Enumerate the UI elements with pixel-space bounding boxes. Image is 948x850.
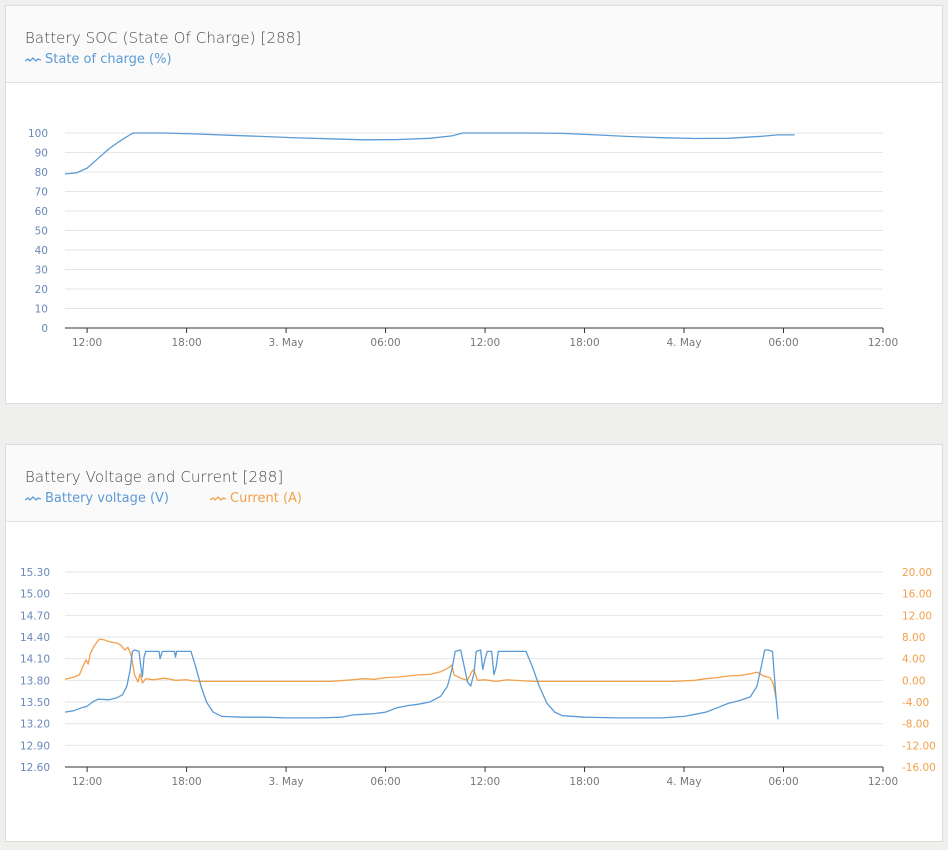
y-left-tick-label: 14.10 <box>20 654 50 666</box>
series-line-voltage <box>64 649 779 720</box>
voltage-current-chart: 15.30 15.00 14.70 14.40 14.10 13.80 13.50 13.20… <box>20 567 936 788</box>
x-tick-label: 06:00 <box>768 776 798 788</box>
x-tick-label: 18:00 <box>569 337 599 349</box>
y-right-tick-label: -12.00 <box>902 740 936 752</box>
y-left-tick-label: 12.60 <box>20 762 50 774</box>
y-right-tick-label: 20.00 <box>902 567 932 579</box>
x-tick-label: 3. May <box>269 776 304 788</box>
y-tick-label: 60 <box>35 206 48 218</box>
y-right-tick-label: -4.00 <box>902 697 929 709</box>
y-right-tick-label: 8.00 <box>902 632 925 644</box>
x-tick-label: 4. May <box>666 776 701 788</box>
x-tick-label: 18:00 <box>171 776 201 788</box>
x-tick-label: 12:00 <box>470 776 500 788</box>
series-line-current <box>64 638 777 698</box>
x-tick-label: 12:00 <box>72 776 102 788</box>
x-tick-label: 12:00 <box>868 776 898 788</box>
y-left-tick-label: 12.90 <box>20 740 50 752</box>
y-right-tick-label: -8.00 <box>902 719 929 731</box>
y-right-tick-label: 0.00 <box>902 675 925 687</box>
y-right-tick-label: -16.00 <box>902 762 936 774</box>
line-series-icon <box>25 57 41 62</box>
soc-panel-header: Battery SOC (State Of Charge) [288] Stat… <box>6 6 942 83</box>
legend-label-voltage: Battery voltage (V) <box>45 491 169 506</box>
x-tick-label: 18:00 <box>171 337 201 349</box>
y-tick-label: 90 <box>35 148 48 160</box>
x-tick-label: 12:00 <box>72 337 102 349</box>
legend-label-soc: State of charge (%) <box>45 52 172 67</box>
x-tick-label: 3. May <box>269 337 304 349</box>
line-series-icon <box>25 496 41 501</box>
x-tick-label: 4. May <box>666 337 701 349</box>
y-left-tick-label: 15.30 <box>20 567 50 579</box>
soc-chart-title: Battery SOC (State Of Charge) [288] <box>25 29 302 47</box>
y-tick-label: 40 <box>35 245 48 257</box>
y-tick-label: 50 <box>35 226 48 238</box>
y-tick-label: 0 <box>41 323 48 335</box>
vc-chart-title: Battery Voltage and Current [288] <box>25 468 284 486</box>
y-tick-label: 10 <box>35 304 48 316</box>
x-tick-label: 18:00 <box>569 776 599 788</box>
x-tick-label: 12:00 <box>470 337 500 349</box>
y-right-tick-label: 16.00 <box>902 589 932 601</box>
y-right-tick-label: 12.00 <box>902 610 932 622</box>
y-tick-label: 20 <box>35 284 48 296</box>
y-tick-label: 30 <box>35 265 48 277</box>
y-right-tick-label: 4.00 <box>902 654 925 666</box>
soc-panel: Battery SOC (State Of Charge) [288] Stat… <box>5 5 943 404</box>
vc-panel-header: Battery Voltage and Current [288] Batter… <box>6 445 942 522</box>
series-line-soc <box>64 132 795 175</box>
y-left-tick-label: 15.00 <box>20 589 50 601</box>
y-left-tick-label: 14.70 <box>20 610 50 622</box>
y-left-tick-label: 13.80 <box>20 675 50 687</box>
y-tick-label: 100 <box>28 128 48 140</box>
voltage-current-panel: Battery Voltage and Current [288] Batter… <box>5 444 943 842</box>
y-left-tick-label: 14.40 <box>20 632 50 644</box>
y-tick-label: 70 <box>35 187 48 199</box>
line-series-icon <box>210 496 226 501</box>
x-tick-label: 06:00 <box>370 337 400 349</box>
y-tick-label: 80 <box>35 167 48 179</box>
legend-label-current: Current (A) <box>230 491 302 506</box>
y-left-tick-label: 13.20 <box>20 719 50 731</box>
x-tick-label: 12:00 <box>868 337 898 349</box>
x-tick-label: 06:00 <box>370 776 400 788</box>
x-tick-label: 06:00 <box>768 337 798 349</box>
y-left-tick-label: 13.50 <box>20 697 50 709</box>
